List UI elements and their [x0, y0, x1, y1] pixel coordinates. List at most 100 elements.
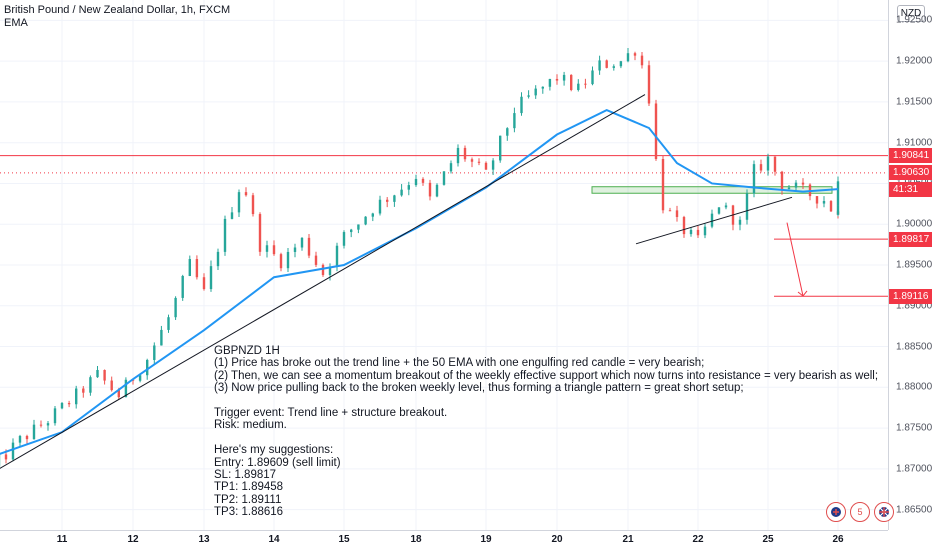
- candle-body: [837, 206, 839, 215]
- time-tick-label: 11: [57, 534, 68, 545]
- indicator-label[interactable]: EMA: [4, 17, 230, 30]
- candle-body: [386, 200, 388, 202]
- price-tick-label: 1.89500: [896, 260, 932, 271]
- candle-body: [252, 195, 254, 214]
- candle-body: [542, 87, 544, 89]
- candle-body: [103, 370, 105, 381]
- candle-body: [393, 195, 395, 201]
- candle-body: [697, 230, 699, 235]
- candle-body: [450, 163, 452, 171]
- candle-body: [315, 256, 317, 265]
- time-tick-label: 25: [762, 534, 773, 545]
- candle-body: [415, 179, 417, 185]
- candle-body: [182, 276, 184, 298]
- chart-icons: 5: [826, 502, 894, 522]
- candle-body: [823, 201, 825, 204]
- candle-body: [167, 317, 169, 330]
- candle-body: [40, 425, 42, 426]
- candle-body: [217, 252, 219, 266]
- note-line: [214, 432, 878, 444]
- time-tick-label: 14: [268, 534, 279, 545]
- note-line: SL: 1.89817: [214, 469, 878, 481]
- candle-body: [350, 230, 352, 232]
- candle-body: [189, 259, 191, 276]
- price-tick-label: 1.87000: [896, 463, 932, 474]
- candle-body: [837, 189, 839, 205]
- candle-body: [75, 389, 77, 405]
- candle-body: [26, 436, 28, 439]
- price-tick-label: 1.87500: [896, 423, 932, 434]
- candle-body: [577, 84, 579, 90]
- candle-body: [436, 185, 438, 197]
- candle-body: [598, 60, 600, 70]
- price-tick-label: 1.90000: [896, 219, 932, 230]
- analysis-notes: GBPNZD 1H (1) Price has broke out the tr…: [214, 345, 878, 519]
- price-label: 1.90841: [889, 148, 932, 163]
- candle-body: [627, 53, 629, 61]
- price-tick-label: 1.92000: [896, 56, 932, 67]
- candle-body: [308, 238, 310, 256]
- price-tick-label: 1.88500: [896, 341, 932, 352]
- candle-body: [429, 183, 431, 197]
- candle-body: [563, 75, 565, 81]
- candle-body: [464, 148, 466, 159]
- candle-body: [301, 238, 303, 248]
- candle-body: [400, 190, 402, 196]
- candle-body: [343, 232, 345, 246]
- candle-body: [704, 227, 706, 236]
- candle-body: [5, 454, 7, 459]
- candle-body: [443, 171, 445, 184]
- candle-body: [287, 252, 289, 268]
- time-tick-label: 20: [551, 534, 562, 545]
- candle-body: [294, 248, 296, 252]
- note-line: Entry: 1.89609 (sell limit): [214, 457, 878, 469]
- candle-body: [556, 79, 558, 81]
- candle-body: [12, 443, 14, 460]
- candle-body: [111, 381, 113, 391]
- candle-body: [203, 277, 205, 289]
- time-tick-label: 13: [198, 534, 209, 545]
- candle-body: [676, 210, 678, 217]
- candle-body: [620, 61, 622, 66]
- time-tick-label: 22: [692, 534, 703, 545]
- candle-body: [774, 157, 776, 172]
- candle-body: [634, 53, 636, 55]
- candle-body: [357, 224, 359, 229]
- candle-body: [259, 214, 261, 252]
- note-line: Risk: medium.: [214, 419, 878, 431]
- candle-body: [795, 183, 797, 188]
- candle-body: [89, 377, 91, 393]
- price-tick-label: 1.92500: [896, 15, 932, 26]
- candle-body: [33, 425, 35, 439]
- candle-body: [196, 259, 198, 277]
- price-label: 1.89116: [889, 289, 932, 304]
- candle-body: [669, 210, 671, 211]
- note-line: (1) Price has broke out the trend line +…: [214, 357, 878, 369]
- candle-body: [760, 164, 762, 170]
- candle-body: [61, 403, 63, 408]
- note-line: TP1: 1.89458: [214, 481, 878, 493]
- icon-badge: 5: [857, 507, 862, 517]
- flag-icon-2[interactable]: [874, 502, 894, 522]
- flag-icon[interactable]: [826, 502, 846, 522]
- price-label: 1.90630: [889, 165, 932, 180]
- user-badge-icon[interactable]: 5: [850, 502, 870, 522]
- note-line: Here's my suggestions:: [214, 444, 878, 456]
- candle-body: [570, 75, 572, 90]
- symbol-title: British Pound / New Zealand Dollar, 1h, …: [4, 4, 230, 17]
- note-line: [214, 395, 878, 407]
- candle-body: [816, 196, 818, 203]
- triangle-support-line: [636, 197, 792, 243]
- price-tick-label: 1.91000: [896, 137, 932, 148]
- candle-body: [82, 389, 84, 393]
- price-label: 41:31: [889, 182, 932, 197]
- candle-body: [47, 423, 49, 425]
- candle-body: [513, 113, 515, 128]
- target-arrow-shaft: [787, 223, 803, 296]
- note-line: GBPNZD 1H: [214, 345, 878, 357]
- candle-body: [613, 66, 615, 68]
- candle-body: [336, 246, 338, 267]
- candle-body: [746, 193, 748, 219]
- candle-body: [739, 220, 741, 225]
- candle-body: [788, 188, 790, 189]
